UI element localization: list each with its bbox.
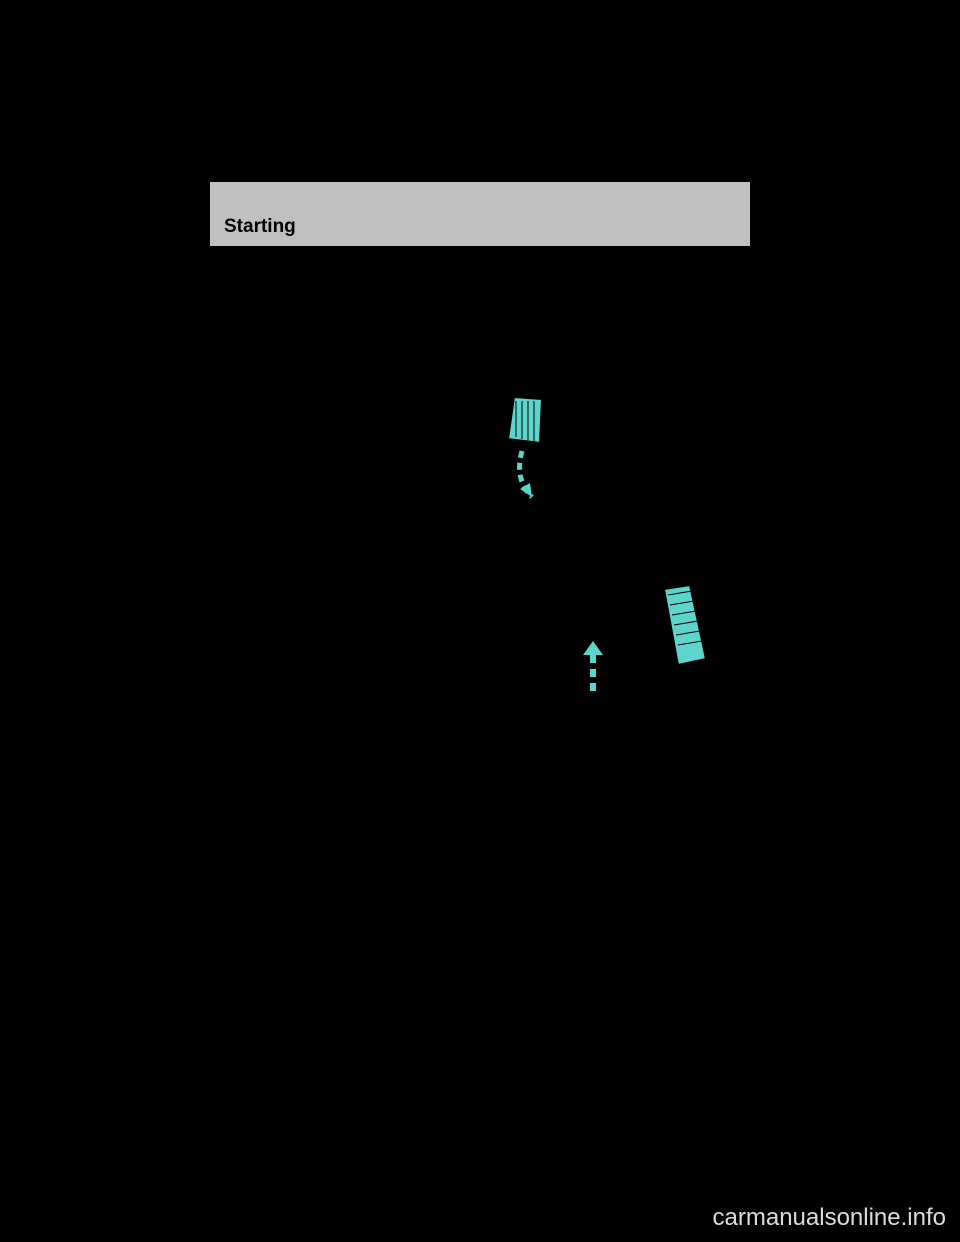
step-1-row: 1. Turn the key to 5 (START) without pre… bbox=[210, 379, 750, 547]
manual-page: Starting Some warning lights will briefl… bbox=[210, 182, 750, 1062]
brake-pedal bbox=[566, 407, 638, 505]
note-paragraph: Note: Whenever you start your vehicle, r… bbox=[210, 335, 750, 371]
page-number: 118 bbox=[210, 852, 750, 868]
page-content: Some warning lights will briefly illumin… bbox=[210, 246, 750, 868]
step-3-bold-1: press the accelerator pedal bbox=[447, 768, 628, 784]
step-1-text: 1. Turn the key to 5 (START) without pre… bbox=[210, 379, 468, 547]
intro-text-1: Some warning lights will briefly illumin… bbox=[210, 258, 496, 274]
step-3-paragraph: 3. If the temperature is below -12°C (10… bbox=[210, 733, 750, 823]
step-2-paragraph: 2. If the temperature is above –12°C (10… bbox=[210, 555, 468, 645]
step-1-label: 1. Turn the key to 5 (S bbox=[210, 379, 348, 395]
section-header: Starting bbox=[210, 182, 750, 246]
accelerator-pedal bbox=[664, 585, 706, 665]
brake-pedal bbox=[580, 593, 606, 637]
section-title: STARTING THE ENGINE bbox=[210, 312, 750, 329]
intro-paragraph: Some warning lights will briefly illumin… bbox=[210, 258, 750, 294]
figure-2 bbox=[480, 555, 744, 723]
pedal-diagram-1 bbox=[480, 379, 744, 547]
arrow-up-icon bbox=[583, 641, 603, 695]
step-3-text-2: to the floor bbox=[632, 768, 698, 784]
watermark: carmanualsonline.info bbox=[713, 1204, 946, 1232]
note-label: Note: bbox=[210, 335, 246, 351]
step-2-row: 2. If the temperature is above –12°C (10… bbox=[210, 555, 750, 723]
figure-1 bbox=[480, 379, 744, 547]
parking-brake-pedal bbox=[508, 397, 542, 443]
intro-link-text: Instrument Cluster bbox=[500, 258, 614, 274]
arrow-icon bbox=[520, 451, 532, 497]
pedal-diagram-2 bbox=[480, 555, 744, 723]
accelerator-pedal bbox=[670, 409, 726, 485]
section-header-title: Starting bbox=[224, 216, 296, 238]
step-1-tart: TART bbox=[348, 379, 383, 395]
note-text: Whenever you start your vehicle, release… bbox=[210, 335, 735, 369]
step-3-text-3: this will allow the engine to crank with… bbox=[210, 786, 719, 820]
step-2-text: 2. If the temperature is above –12°C (10… bbox=[210, 555, 468, 723]
step-1-paragraph: 1. Turn the key to 5 (START) without pre… bbox=[210, 379, 468, 451]
